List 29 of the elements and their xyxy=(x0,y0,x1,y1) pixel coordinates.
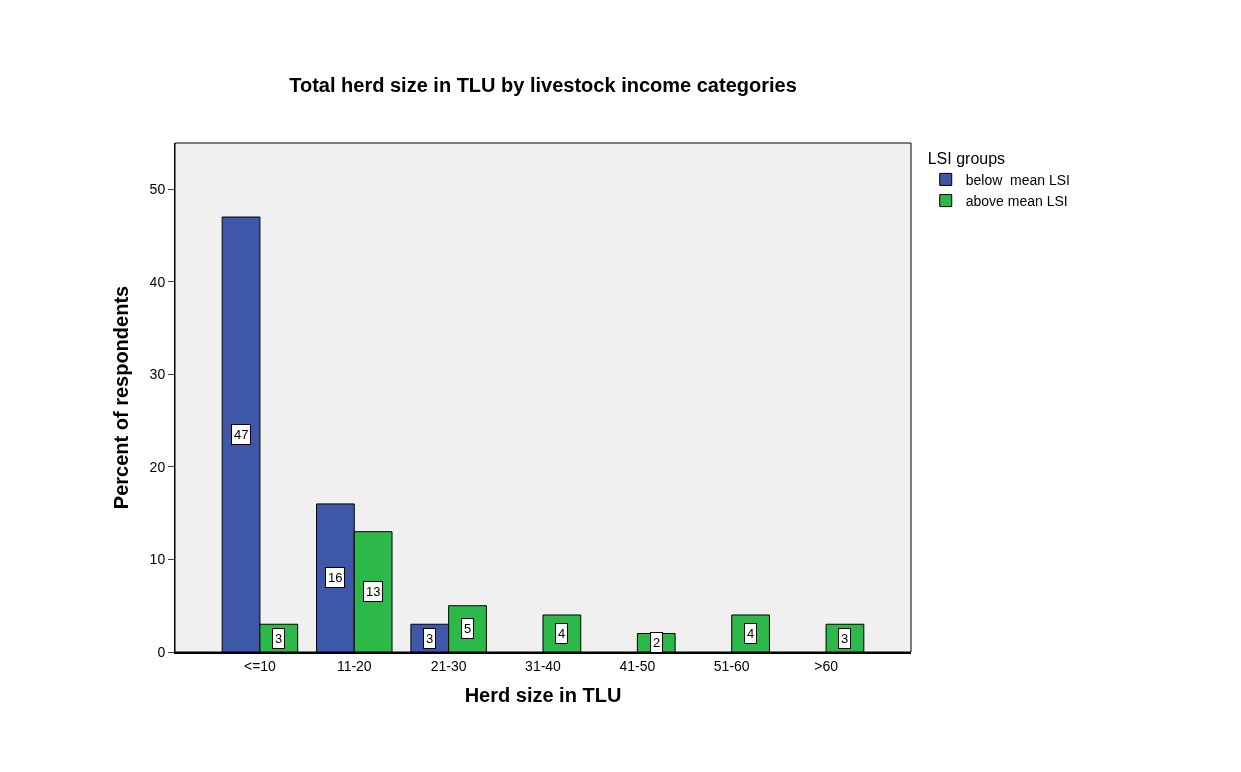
y-tick-label: 10 xyxy=(149,551,166,568)
y-tick-label: 30 xyxy=(149,366,166,383)
chart-title: Total herd size in TLU by livestock income categories xyxy=(289,73,797,96)
data-label: 13 xyxy=(366,584,381,599)
legend-label: below mean LSI xyxy=(965,171,1071,188)
x-tick-label: >60 xyxy=(814,657,839,674)
y-tick-label: 40 xyxy=(149,273,166,290)
data-label: 5 xyxy=(464,621,472,636)
data-label: 3 xyxy=(275,631,283,646)
x-tick-label: 11-20 xyxy=(336,657,372,674)
x-tick-label: 51-60 xyxy=(713,657,750,674)
y-tick-label: 50 xyxy=(149,181,166,198)
x-tick-label: 31-40 xyxy=(525,657,562,674)
legend-title: LSI groups xyxy=(927,149,1006,167)
data-label: 47 xyxy=(234,427,249,442)
y-tick-label: 20 xyxy=(149,458,166,475)
legend-label: above mean LSI xyxy=(965,193,1068,210)
x-tick-label: 21-30 xyxy=(430,657,467,674)
data-label: 4 xyxy=(747,626,755,641)
y-axis-title: Percent of respondents xyxy=(110,285,133,510)
y-tick-label: 0 xyxy=(157,643,166,660)
data-label: 3 xyxy=(426,631,434,646)
x-tick-label: <=10 xyxy=(243,657,277,674)
data-label: 2 xyxy=(653,635,661,650)
x-axis-title: Herd size in TLU xyxy=(464,683,622,706)
data-label: 16 xyxy=(328,570,343,585)
data-label: 4 xyxy=(558,626,566,641)
data-label: 3 xyxy=(841,631,849,646)
x-tick-label: 41-50 xyxy=(619,657,656,674)
